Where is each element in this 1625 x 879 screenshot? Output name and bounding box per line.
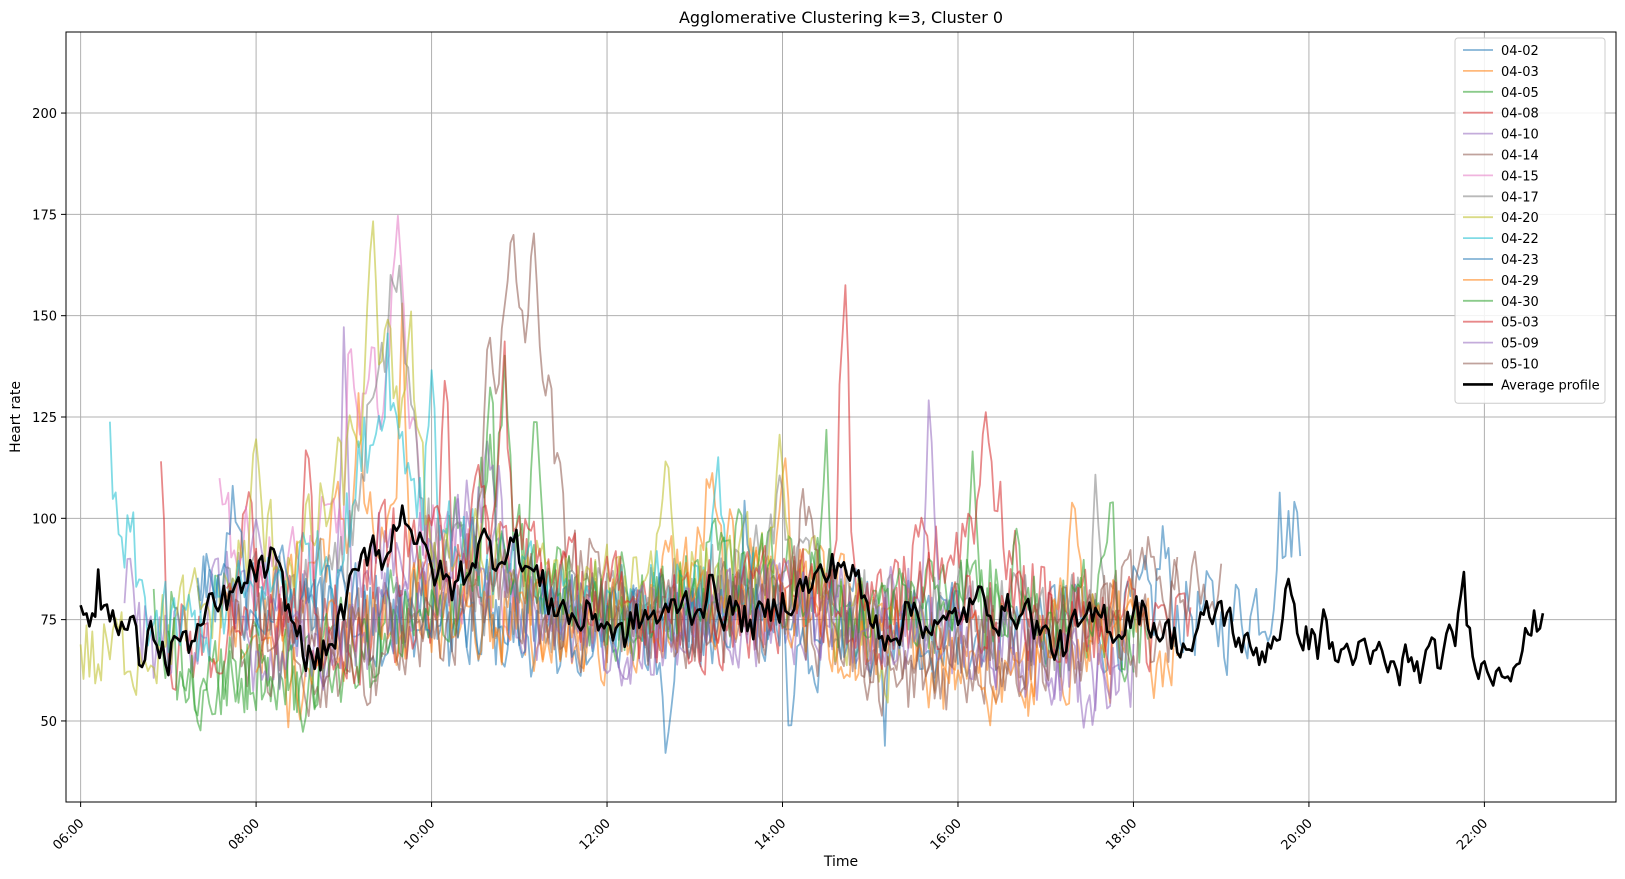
y-axis-label: Heart rate bbox=[8, 381, 24, 453]
legend-label: 04-20 bbox=[1501, 211, 1539, 226]
y-tick-label: 125 bbox=[32, 411, 57, 426]
legend-label: 04-23 bbox=[1501, 253, 1539, 268]
legend-label: 04-08 bbox=[1501, 107, 1539, 122]
legend-box bbox=[1454, 37, 1606, 404]
y-tick-label: 100 bbox=[32, 512, 57, 527]
legend-label: 04-02 bbox=[1501, 44, 1539, 59]
legend-label: 05-10 bbox=[1501, 358, 1539, 373]
legend-label: 04-03 bbox=[1501, 65, 1539, 80]
legend-label: 04-29 bbox=[1501, 274, 1539, 289]
legend-label: 04-30 bbox=[1501, 295, 1539, 310]
y-tick-label: 50 bbox=[40, 715, 57, 730]
average-profile-line bbox=[79, 504, 1545, 687]
plot-series bbox=[79, 214, 1545, 754]
legend-label: 04-22 bbox=[1501, 232, 1539, 247]
legend-label: 04-10 bbox=[1501, 128, 1539, 143]
series-line-05-10 bbox=[255, 488, 1223, 717]
y-tick-label: 150 bbox=[32, 310, 57, 325]
legend-label: 05-09 bbox=[1501, 337, 1539, 352]
legend-label: Average profile bbox=[1501, 378, 1600, 393]
series-line-04-15 bbox=[218, 214, 519, 643]
legend-label: 04-05 bbox=[1501, 86, 1539, 101]
y-axis-ticks: 50 75 100 125 150 175 200 bbox=[32, 107, 66, 730]
y-tick-label: 75 bbox=[40, 614, 57, 629]
legend-label: 05-03 bbox=[1501, 316, 1539, 331]
legend: 04-02 04-03 04-05 04-08 04-10 04-14 04-15 04-17… bbox=[1454, 37, 1606, 404]
x-axis-label: Time bbox=[823, 854, 858, 870]
legend-label: 04-15 bbox=[1501, 169, 1539, 184]
legend-label: 04-17 bbox=[1501, 190, 1539, 205]
legend-label: 04-14 bbox=[1501, 149, 1539, 164]
chart-title: Agglomerative Clustering k=3, Cluster 0 bbox=[679, 8, 1003, 27]
y-tick-label: 175 bbox=[32, 208, 57, 223]
y-tick-label: 200 bbox=[32, 107, 57, 122]
